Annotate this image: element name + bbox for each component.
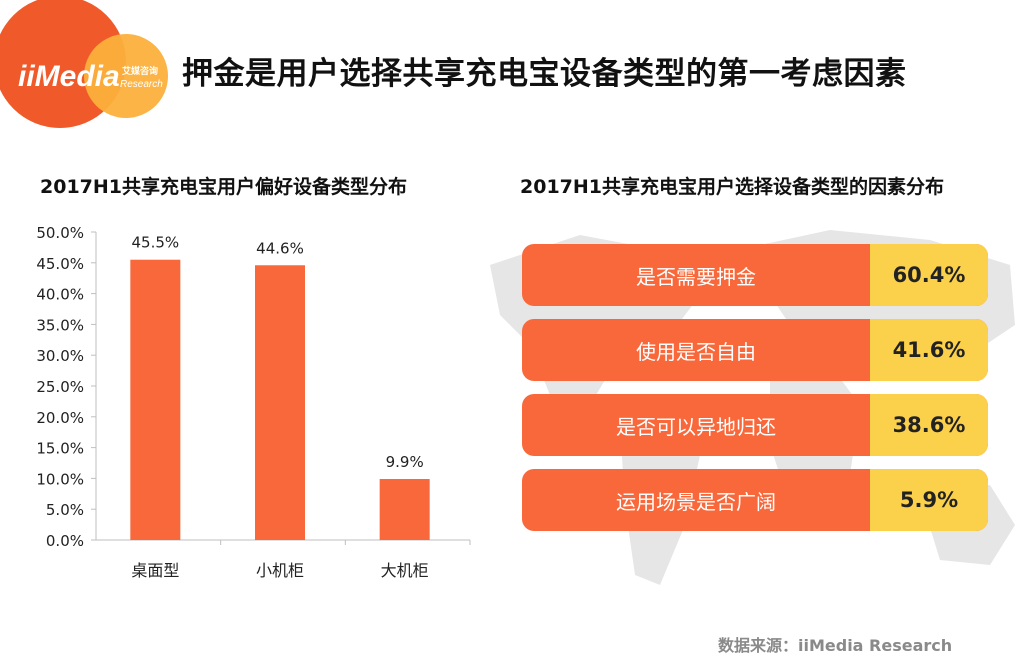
factor-label: 运用场景是否广阔 [616,489,776,514]
x-category-label: 小机柜 [256,561,304,580]
data-source: 数据来源：iiMedia Research [718,636,953,655]
factor-label: 是否需要押金 [636,264,756,289]
logo-brand: iiMedia [18,60,120,93]
y-tick-label: 10.0% [36,470,84,488]
factor-label: 是否可以异地归还 [616,414,776,439]
bar [379,479,430,540]
y-tick-label: 30.0% [36,347,84,365]
page-title: 押金是用户选择共享充电宝设备类型的第一考虑因素 [182,56,907,92]
right-chart-title: 2017H1共享充电宝用户选择设备类型的因素分布 [520,176,945,198]
logo-en: Research [120,79,163,90]
y-tick-label: 25.0% [36,378,84,396]
bar-value-label: 9.9% [386,453,424,471]
y-tick-label: 5.0% [46,501,84,519]
factor-row: 使用是否自由 41.6% [522,319,988,381]
y-tick-label: 15.0% [36,440,84,458]
y-tick-label: 45.0% [36,255,84,273]
bar [130,259,181,540]
factor-value: 41.6% [870,319,988,381]
factor-row: 是否需要押金 60.4% [522,244,988,306]
factor-row: 运用场景是否广阔 5.9% [522,469,988,531]
bar-value-label: 45.5% [132,234,180,252]
factor-value: 5.9% [870,469,988,531]
bar [255,265,305,540]
iimedia-logo: iiMedia 艾媒咨询 Research [0,0,168,128]
left-chart-title: 2017H1共享充电宝用户偏好设备类型分布 [40,176,408,198]
x-category-label: 桌面型 [131,561,179,580]
factor-value: 38.6% [870,394,988,456]
bar-value-label: 44.6% [256,239,304,257]
y-tick-label: 35.0% [36,316,84,334]
x-category-label: 大机柜 [381,561,429,580]
y-tick-label: 40.0% [36,286,84,304]
logo-cn: 艾媒咨询 [122,65,158,77]
factor-value: 60.4% [870,244,988,306]
factor-label: 使用是否自由 [636,339,756,364]
device-type-bar-chart: 0.0% 5.0% 10.0% 15.0% 20.0% 25.0% 30.0% 35.0% 40… [36,224,471,580]
y-tick-label: 20.0% [36,409,84,427]
y-tick-label: 50.0% [36,224,84,242]
factor-row: 是否可以异地归还 38.6% [522,394,988,456]
y-tick-label: 0.0% [46,532,84,550]
